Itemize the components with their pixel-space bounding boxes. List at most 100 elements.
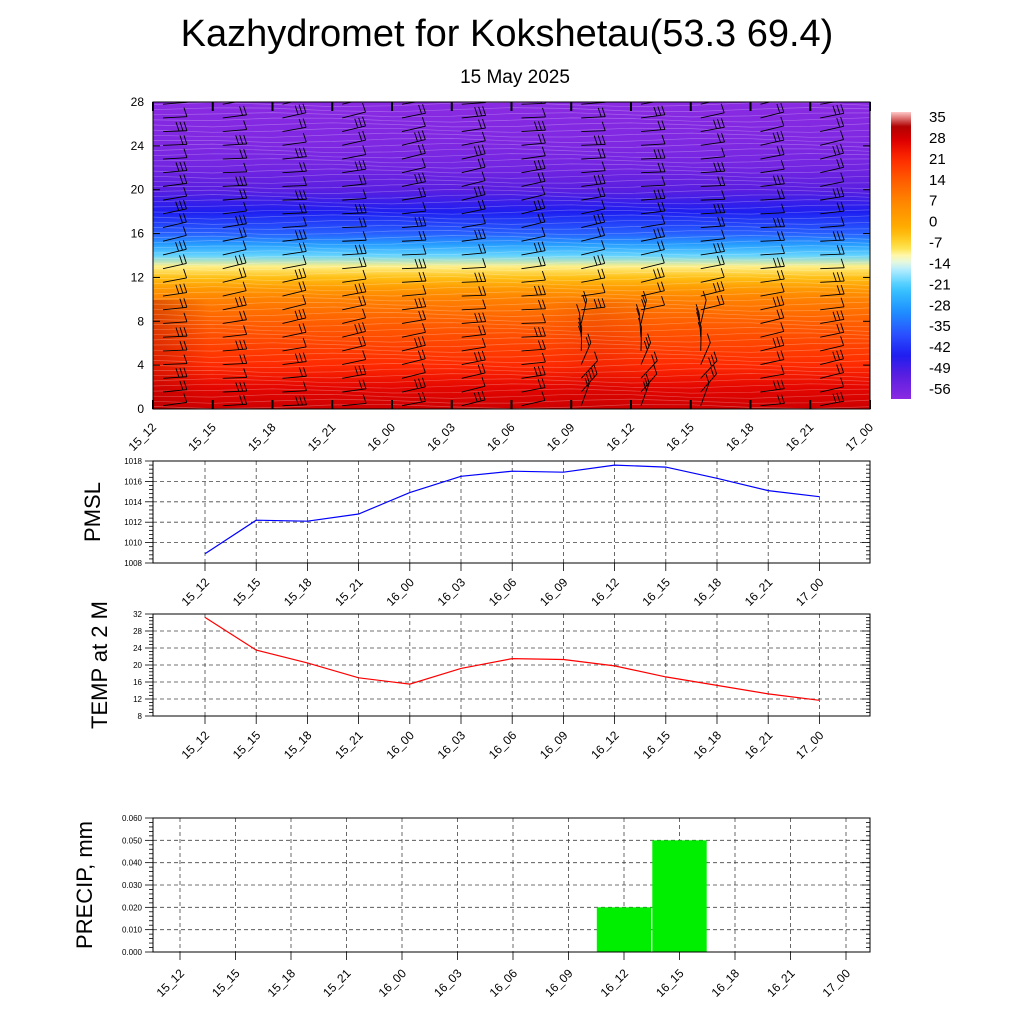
wind-barb bbox=[461, 377, 486, 393]
wind-barb bbox=[635, 304, 642, 338]
colorbar-label: -56 bbox=[929, 381, 951, 398]
wind-barb bbox=[222, 134, 248, 146]
wind-barb bbox=[282, 395, 307, 407]
wind-barb bbox=[760, 364, 785, 379]
wind-barb bbox=[700, 118, 725, 133]
colorbar-label: 28 bbox=[929, 130, 946, 147]
wind-barb bbox=[700, 216, 726, 228]
wind-barb bbox=[700, 255, 725, 270]
contour-line bbox=[153, 260, 870, 266]
contour-line bbox=[153, 148, 870, 154]
heat-xtick-label: 16_21 bbox=[783, 420, 817, 454]
contour-line bbox=[153, 240, 870, 246]
colorbar-label: -49 bbox=[929, 360, 951, 377]
wind-barb bbox=[521, 198, 546, 215]
wind-barb bbox=[282, 162, 307, 174]
wind-barb bbox=[162, 161, 188, 174]
precip-ytick-label: 0.060 bbox=[122, 814, 143, 823]
precip-ytick-label: 0.010 bbox=[122, 926, 143, 935]
wind-barb bbox=[760, 269, 785, 283]
heat-ytick-label: 4 bbox=[137, 358, 144, 372]
contour-line bbox=[153, 378, 870, 384]
wind-barb bbox=[401, 284, 427, 297]
wind-barb bbox=[282, 323, 307, 338]
contour-line bbox=[153, 163, 870, 169]
heat-xtick-label: 16_15 bbox=[663, 420, 697, 454]
heat-ytick-label: 20 bbox=[131, 183, 145, 197]
wind-barb bbox=[342, 257, 367, 270]
contour-line bbox=[153, 173, 870, 179]
upper-air-panel: 0 4 8 12 16 20 24 28 15_12 15_15 15_18 15_21 16_00 1… bbox=[126, 95, 877, 454]
wind-barb bbox=[521, 365, 546, 379]
wind-barb bbox=[342, 203, 367, 215]
wind-barb bbox=[282, 102, 294, 105]
colorbar-label: 7 bbox=[929, 193, 937, 210]
wind-barb bbox=[222, 240, 247, 256]
wind-barb bbox=[222, 368, 248, 379]
wind-barb bbox=[700, 333, 711, 365]
heat-ytick-label: 0 bbox=[137, 402, 144, 416]
precip-bar bbox=[652, 840, 707, 952]
wind-barb bbox=[162, 174, 188, 187]
wind-barb bbox=[700, 190, 726, 201]
wind-barb bbox=[521, 185, 546, 201]
contour-line bbox=[153, 250, 870, 256]
heat-xtick-label: 16_06 bbox=[484, 420, 518, 454]
wind-barb bbox=[222, 325, 248, 338]
wind-barb bbox=[640, 364, 658, 393]
wind-barb bbox=[581, 107, 606, 119]
wind-barb bbox=[640, 295, 665, 311]
wind-barb bbox=[640, 148, 666, 160]
wind-barb bbox=[222, 339, 248, 352]
temp2m-xtick-label: 16_12 bbox=[588, 728, 622, 762]
wind-barb bbox=[581, 283, 606, 297]
wind-barb bbox=[162, 380, 188, 393]
wind-barb bbox=[640, 253, 665, 270]
precip-xtick-label: 16_15 bbox=[653, 966, 687, 1000]
wind-barb bbox=[760, 102, 785, 119]
pmsl-xtick-label: 16_06 bbox=[486, 575, 520, 609]
wind-barb bbox=[401, 158, 426, 174]
wind-barb bbox=[162, 121, 188, 133]
temperature-shading bbox=[153, 300, 870, 409]
wind-barb bbox=[461, 299, 487, 311]
wind-barb bbox=[700, 103, 725, 119]
contour-line bbox=[153, 132, 870, 138]
contour-line bbox=[153, 281, 870, 287]
contour-line bbox=[153, 194, 870, 200]
wind-barb bbox=[401, 117, 426, 133]
contour-line bbox=[153, 138, 870, 143]
wind-barb bbox=[401, 216, 427, 228]
wind-barb bbox=[521, 285, 546, 297]
contour-line bbox=[153, 158, 870, 164]
wind-barb bbox=[222, 120, 248, 133]
temp-panel: 8 12 16 20 24 28 32 15_12 15_15 15_18 15_21 16_00 16… bbox=[87, 601, 871, 762]
wind-barb bbox=[222, 105, 247, 119]
pmsl-ytick-label: 1016 bbox=[124, 477, 142, 486]
contour-line bbox=[153, 184, 870, 189]
wind-barb bbox=[282, 229, 307, 242]
wind-barb bbox=[820, 284, 845, 297]
wind-barb bbox=[760, 336, 785, 352]
wind-barb bbox=[521, 340, 546, 352]
colorbar-label: -7 bbox=[929, 235, 942, 252]
contour-line bbox=[153, 153, 870, 159]
wind-barb bbox=[162, 298, 188, 311]
contour-line bbox=[153, 316, 870, 322]
contour-line bbox=[153, 286, 870, 292]
temp2m-xtick-label: 16_21 bbox=[742, 728, 776, 762]
precip-xtick-label: 16_03 bbox=[431, 966, 465, 1000]
wind-barb bbox=[820, 144, 844, 160]
pmsl-xtick-label: 16_03 bbox=[435, 575, 469, 609]
heat-ytick-label: 24 bbox=[131, 139, 145, 153]
wind-barb bbox=[820, 244, 845, 256]
wind-barb bbox=[162, 254, 187, 270]
wind-barb bbox=[820, 392, 845, 407]
wind-barb bbox=[461, 102, 487, 105]
wind-barb bbox=[521, 212, 546, 228]
wind-barb bbox=[640, 176, 666, 187]
wind-barb bbox=[461, 325, 487, 338]
wind-barb bbox=[401, 104, 426, 119]
wind-barb bbox=[521, 391, 546, 407]
wind-barb bbox=[342, 244, 367, 256]
